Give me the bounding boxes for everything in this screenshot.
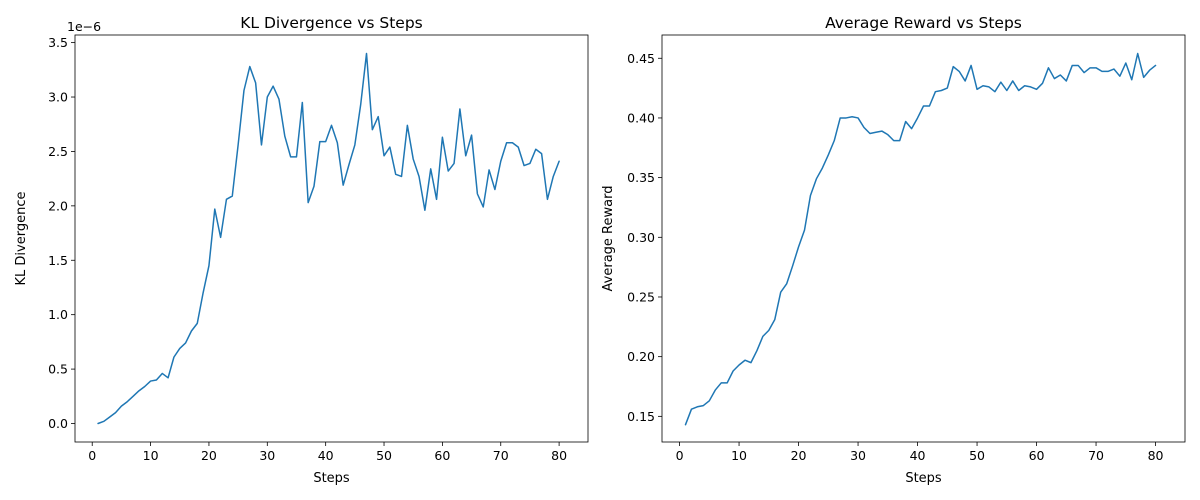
chart-1-title: KL Divergence vs Steps <box>240 14 423 32</box>
chart-2-y-tick-label: 0.45 <box>627 51 655 66</box>
chart-2-x-axis-label: Steps <box>905 471 942 486</box>
chart-1-y-tick-label: 2.5 <box>48 144 68 159</box>
chart-2-x-tick-label: 10 <box>731 448 747 463</box>
chart-2-y-tick-label: 0.15 <box>627 409 655 424</box>
chart-1-axes-frame <box>74 34 589 443</box>
chart-1-x-axis-label: Steps <box>313 471 350 486</box>
chart-2-x-tick-label: 80 <box>1148 448 1164 463</box>
chart-2-x-tick-label: 0 <box>676 448 684 463</box>
chart-2-x-tick-label: 60 <box>1029 448 1045 463</box>
chart-1-y-axis-label: KL Divergence <box>14 192 29 286</box>
chart-1-x-tick-label: 60 <box>434 448 450 463</box>
chart-2-title: Average Reward vs Steps <box>825 14 1022 32</box>
chart-2: 0 10 20 30 40 50 60 70 80 0.15 0.20 0.25 0.30 0.35 0.4… <box>601 14 1186 486</box>
chart-2-x-tick-label: 50 <box>969 448 985 463</box>
chart-2-axes-frame <box>661 34 1186 443</box>
chart-1-x-tick-label: 70 <box>493 448 509 463</box>
chart-1-series-line <box>97 52 560 425</box>
chart-2-x-tick-label: 20 <box>791 448 807 463</box>
chart-1-x-tick-label: 50 <box>376 448 392 463</box>
chart-1-x-tick-label: 30 <box>259 448 275 463</box>
chart-1-y-tick-label: 3.0 <box>48 90 68 105</box>
chart-1: 0 10 20 30 40 50 60 70 80 0.0 0.5 1.0 1.5 2.0 2.5 3.0 3.… <box>14 14 589 486</box>
chart-1-x-tick-label: 10 <box>143 448 159 463</box>
chart-1-y-tick-label: 0.5 <box>48 362 68 377</box>
chart-1-x-tick-label: 40 <box>318 448 334 463</box>
chart-2-x-tick-label: 70 <box>1088 448 1104 463</box>
chart-2-x-tick-label: 40 <box>910 448 926 463</box>
chart-1-x-tick-label: 20 <box>201 448 217 463</box>
chart-1-y-tick-label: 2.0 <box>48 198 68 213</box>
chart-2-x-tick-label: 30 <box>850 448 866 463</box>
chart-1-y-tick-label: 3.5 <box>48 35 68 50</box>
chart-2-y-tick-label: 0.20 <box>627 349 655 364</box>
chart-2-y-axis-label: Average Reward <box>601 186 616 292</box>
chart-1-x-tick-label: 80 <box>551 448 567 463</box>
chart-2-y-tick-label: 0.30 <box>627 230 655 245</box>
chart-1-y-tick-label: 1.5 <box>48 253 68 268</box>
chart-2-y-tick-label: 0.40 <box>627 110 655 125</box>
chart-1-y-offset-label: 1e−6 <box>67 19 101 34</box>
chart-1-y-tick-label: 1.0 <box>48 307 68 322</box>
chart-1-x-tick-label: 0 <box>88 448 96 463</box>
chart-1-y-tick-label: 0.0 <box>48 416 68 431</box>
chart-2-y-tick-label: 0.35 <box>627 170 655 185</box>
chart-2-y-tick-label: 0.25 <box>627 289 655 304</box>
chart-2-series-line <box>684 52 1157 426</box>
